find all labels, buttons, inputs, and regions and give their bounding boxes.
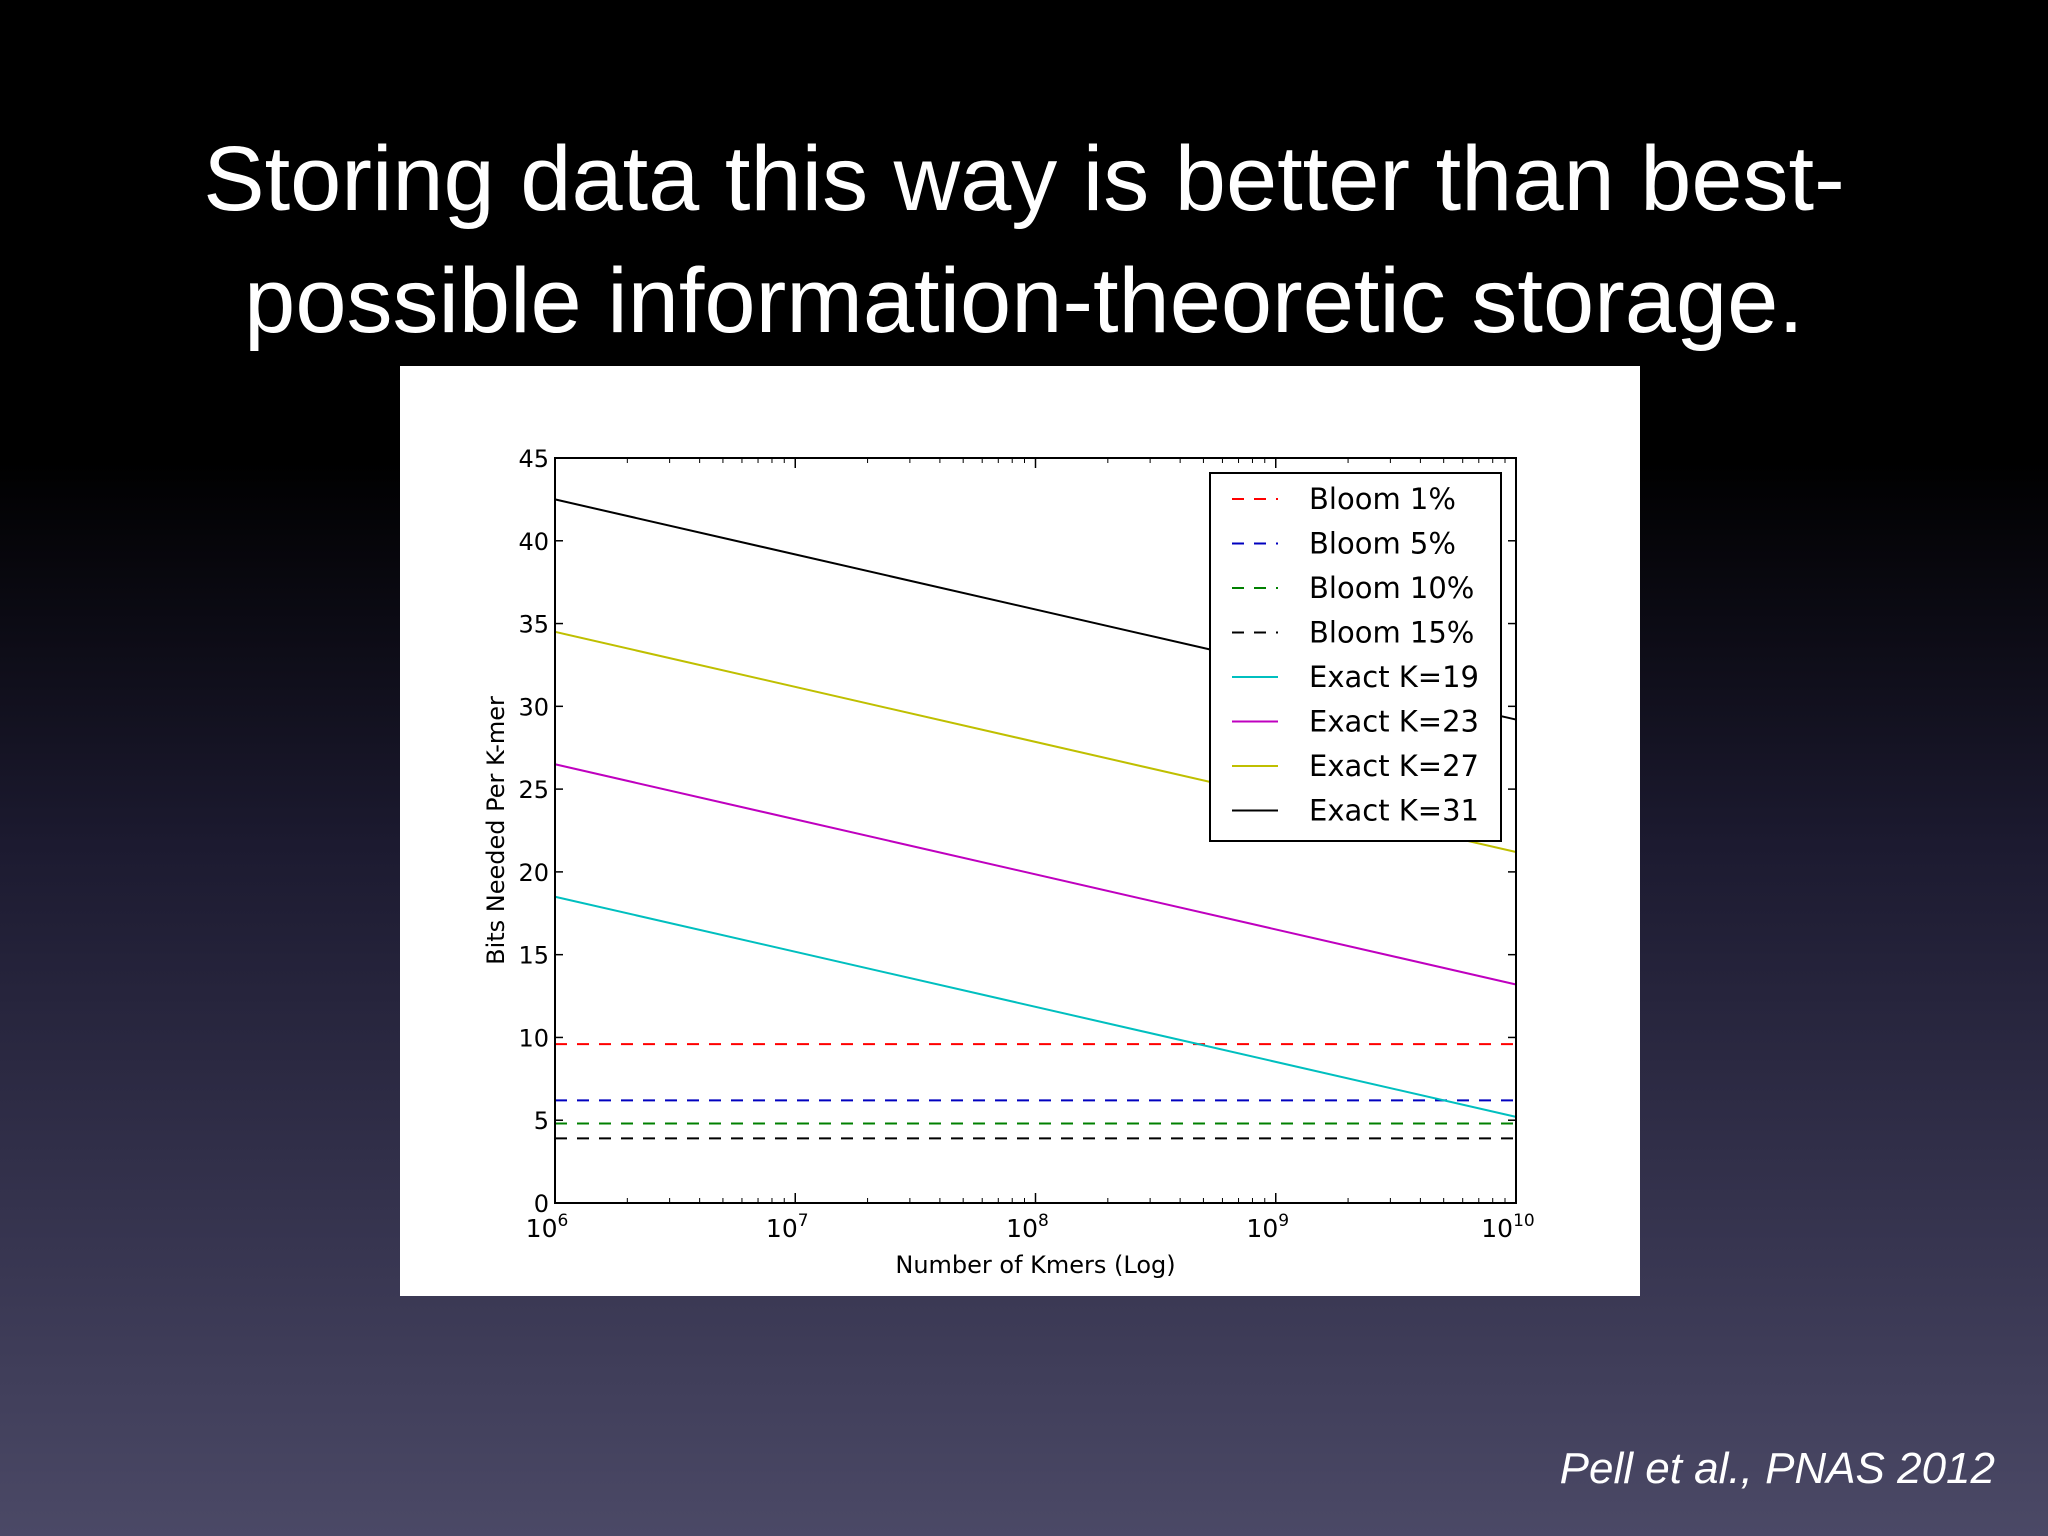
legend-box [1209, 472, 1502, 842]
legend-label-exact-k-31: Exact K=31 [1309, 794, 1479, 828]
x-tick-label: 109 [1246, 1211, 1289, 1243]
y-tick-label: 30 [518, 693, 549, 721]
series-line-exact-k-23 [554, 763, 1517, 986]
figure-panel: 0 5 10 15 20 25 30 35 40 45 106 107 108 109 1010 Number… [400, 366, 1640, 1296]
x-tick-label: 106 [526, 1211, 569, 1243]
legend-label-bloom-1: Bloom 1% [1309, 482, 1456, 516]
y-tick-label: 10 [518, 1024, 549, 1052]
y-tick-label: 20 [518, 859, 549, 887]
y-tick-label: 35 [518, 611, 549, 639]
slide-title: Storing data this way is better than bes… [0, 118, 2048, 362]
legend-label-bloom-5: Bloom 5% [1309, 527, 1456, 561]
slide-title-line-1: Storing data this way is better than bes… [203, 128, 1845, 230]
series-line-exact-k-19 [554, 895, 1517, 1118]
legend-label-exact-k-19: Exact K=19 [1309, 660, 1479, 694]
y-tick-label: 5 [534, 1107, 549, 1135]
line-chart: 0 5 10 15 20 25 30 35 40 45 106 107 108 109 1010 Number… [482, 445, 1535, 1279]
y-axis-label: Bits Needed Per K-mer [482, 696, 510, 965]
legend-label-bloom-10: Bloom 10% [1309, 571, 1474, 605]
slide-title-line-2: possible information-theoretic storage. [244, 250, 1804, 352]
y-tick-label: 40 [518, 528, 549, 556]
legend-label-bloom-15: Bloom 15% [1309, 616, 1474, 650]
x-tick-label: 107 [766, 1211, 809, 1243]
y-tick-label: 15 [518, 942, 549, 970]
y-tick-label: 0 [534, 1190, 549, 1218]
x-tick-label: 108 [1006, 1211, 1049, 1243]
y-tick-label: 45 [518, 445, 549, 473]
x-axis-label: Number of Kmers (Log) [895, 1251, 1175, 1279]
citation: Pell et al., PNAS 2012 [1559, 1444, 1995, 1493]
legend-label-exact-k-27: Exact K=27 [1309, 749, 1479, 783]
legend-label-exact-k-23: Exact K=23 [1309, 705, 1479, 739]
x-tick-label: 1010 [1481, 1211, 1534, 1243]
y-tick-label: 25 [518, 776, 549, 804]
